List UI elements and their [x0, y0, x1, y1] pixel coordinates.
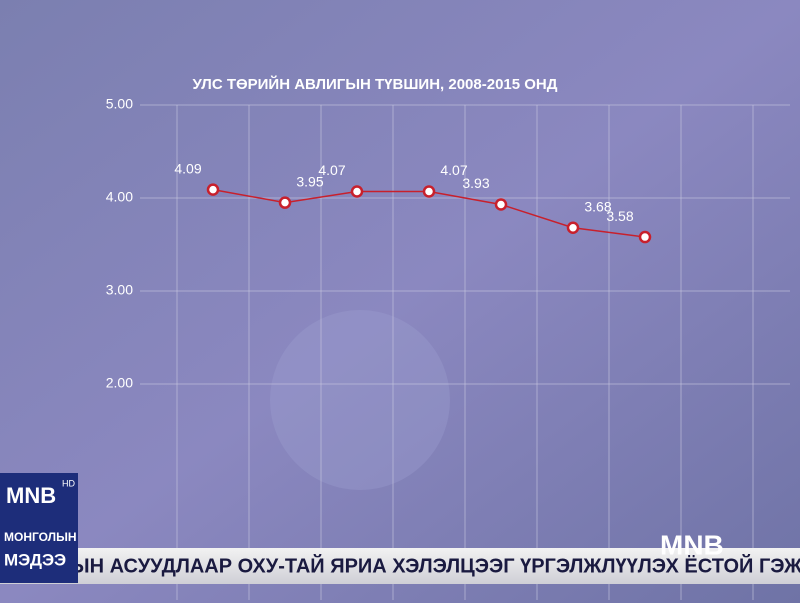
chart: 2.003.004.005.004.093.954.07 4.073.933.68… [106, 96, 790, 600]
value-label: 3.93 [462, 175, 489, 191]
point [422, 185, 436, 198]
watermark [270, 310, 450, 490]
chart-title: УЛС ТӨРИЙН АВЛИГЫН ТҮВШИН, 2008-2015 ОНД [193, 75, 558, 93]
value-label: 4.07 [318, 162, 345, 178]
y-tick-label: 4.00 [106, 189, 133, 205]
channel-logo-box [0, 473, 78, 583]
channel-name: МОНГОЛЫН [4, 530, 77, 544]
ticker-bar [0, 548, 800, 584]
channel-name: МЭДЭЭ [4, 550, 66, 569]
point [566, 221, 580, 235]
hd-badge: HD [62, 478, 75, 488]
point [494, 198, 508, 211]
y-tick-label: 2.00 [106, 375, 133, 391]
value-label: 3.68 [584, 198, 611, 214]
ticker-text: ЫН АСУУДЛААР ОХУ-ТАЙ ЯРИА ХЭЛЭЛЦЭЭГ ҮРГЭ… [70, 553, 800, 577]
point [206, 183, 220, 196]
point [350, 185, 364, 198]
channel-logo: MNB [6, 483, 56, 508]
value-label: 3.58 [606, 208, 633, 224]
value-label: 4.09 [174, 160, 201, 176]
corner-logo: MNB [660, 529, 724, 560]
point [278, 196, 292, 209]
y-tick-label: 3.00 [106, 282, 133, 298]
y-tick-label: 5.00 [106, 96, 133, 112]
value-label: 3.95 [296, 173, 323, 189]
point [638, 230, 652, 244]
value-label: 4.07 [440, 162, 467, 178]
